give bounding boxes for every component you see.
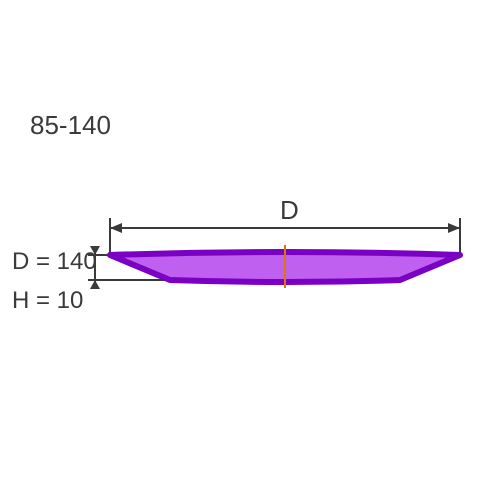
diagram-svg (0, 0, 500, 500)
